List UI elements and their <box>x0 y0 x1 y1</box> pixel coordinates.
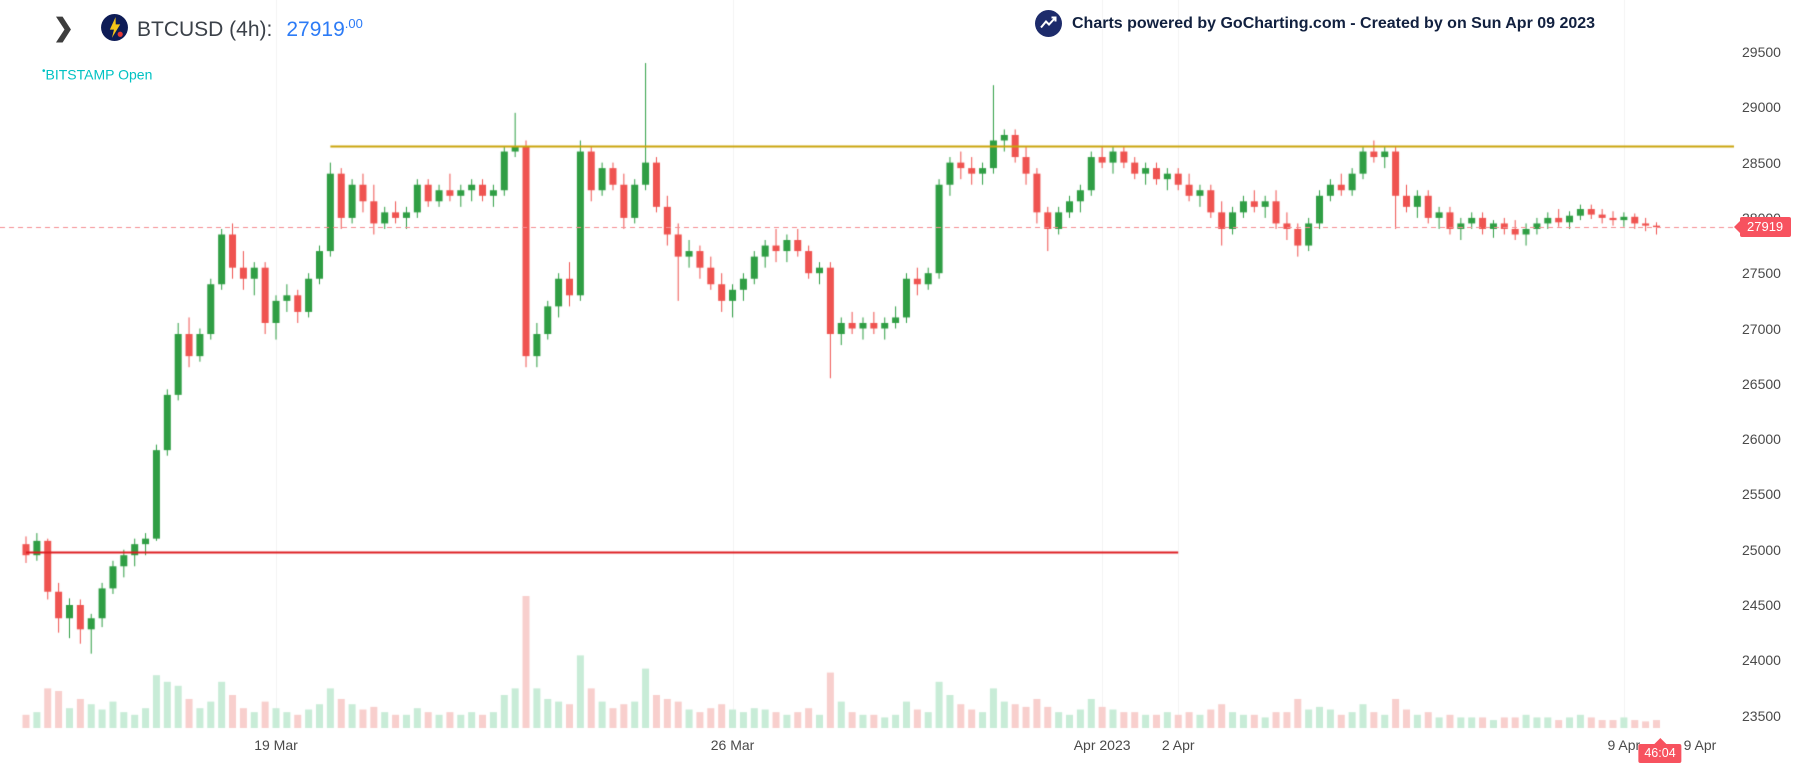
price-axis-label: 29500 <box>1742 44 1781 60</box>
time-axis-label: Apr 2023 <box>1073 737 1131 753</box>
price-axis-label: 25500 <box>1742 486 1781 503</box>
collapse-chevron-icon[interactable]: ❯ <box>53 14 74 42</box>
price-axis-label: 23500 <box>1742 707 1781 724</box>
trending-up-icon <box>1035 10 1062 37</box>
price-axis-label: 25000 <box>1742 541 1781 558</box>
attribution-text: Charts powered by GoCharting.com - Creat… <box>1072 14 1596 32</box>
exchange-status-label: BITSTAMP Open <box>45 66 153 83</box>
time-axis-label: 26 Mar <box>710 737 755 753</box>
time-axis-label: 19 Mar <box>254 737 298 753</box>
symbol-title[interactable]: BTCUSD (4h): 27919.00 <box>137 16 363 42</box>
price-axis-label: 27000 <box>1742 320 1781 337</box>
candle-countdown-tag: 46:04 <box>1638 744 1682 763</box>
price-axis-label: 26500 <box>1742 375 1781 392</box>
gocharting-logo-graphic <box>101 14 128 41</box>
status-bullet-icon: • <box>42 66 46 77</box>
time-axis-label: 2 Apr <box>1161 737 1195 753</box>
time-axis-label: 9 Apr <box>1607 737 1641 753</box>
price-axis-label: 28500 <box>1742 154 1781 171</box>
symbol-and-timeframe: BTCUSD (4h): <box>137 18 273 41</box>
gocharting-logo-icon[interactable] <box>100 13 129 42</box>
time-axis-label: 9 Apr <box>1683 737 1717 753</box>
last-price-decimals: .00 <box>344 16 363 31</box>
last-price-value: 27919 <box>286 18 345 41</box>
price-axis-label: 24500 <box>1742 597 1781 613</box>
price-axis-label: 24000 <box>1742 652 1781 669</box>
attribution: Charts powered by GoCharting.com - Creat… <box>1035 10 1595 37</box>
price-axis-label: 27500 <box>1742 265 1781 282</box>
price-axis-label: 29000 <box>1742 99 1781 116</box>
last-price-tag: 27919 <box>1740 217 1792 237</box>
price-axis-label: 26000 <box>1742 431 1781 448</box>
exchange-status: •BITSTAMP Open <box>42 66 152 83</box>
